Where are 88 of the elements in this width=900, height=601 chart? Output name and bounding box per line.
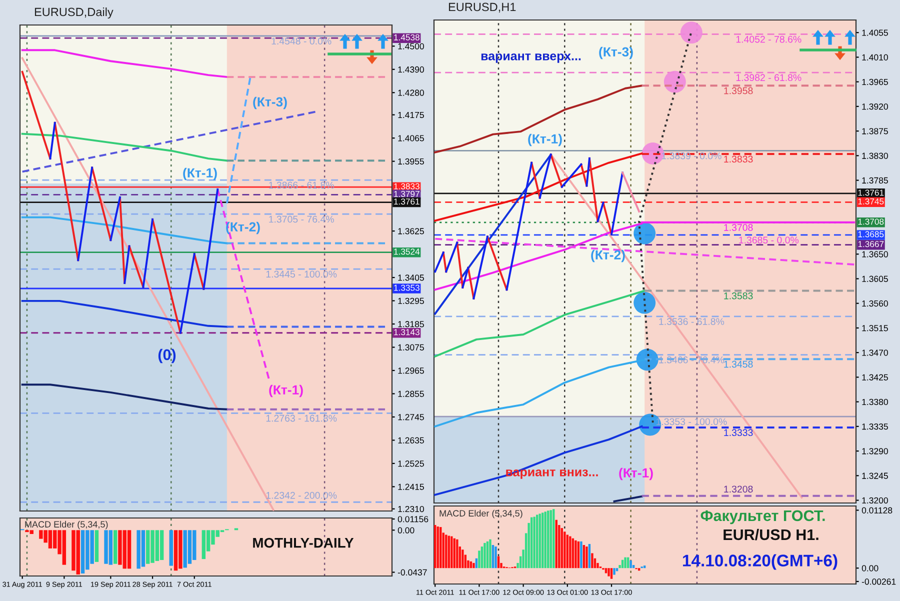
annotation: Факультет ГОСТ.	[700, 510, 825, 524]
y-tick-label: 1.3380	[862, 398, 888, 406]
y-tick-label: 0.01156	[398, 516, 428, 522]
annotation: 1.3445 - 100.0%	[266, 270, 337, 278]
y-tick-label: 1.4500	[398, 43, 424, 50]
y-tick-label: 1.2310	[398, 506, 424, 512]
ref-line-label: 1.3745	[858, 198, 884, 204]
ref-line-label: 1.3143	[394, 329, 420, 336]
ref-line-label: 1.3667	[858, 241, 884, 248]
y-tick-label: -0.0437	[398, 569, 427, 576]
y-tick-label: 1.3625	[398, 228, 424, 234]
y-tick-label: 1.2965	[398, 368, 424, 374]
y-tick-label: 1.3290	[862, 448, 888, 454]
annotation: 14.10.08:20(GMT+6)	[683, 554, 838, 570]
y-tick-label: 1.3560	[862, 300, 888, 307]
y-tick-label: 1.2855	[398, 390, 424, 397]
y-tick-label: 1.3245	[862, 472, 888, 479]
y-tick-label: 1.3920	[862, 103, 888, 110]
annotation: 1.3208	[724, 486, 753, 493]
ref-line-label: 1.4538	[394, 34, 420, 40]
y-tick-label: 1.3405	[398, 274, 424, 281]
annotation: (Кт-2)	[226, 222, 260, 234]
annotation: (Кт-3)	[253, 96, 287, 110]
annotation: 1.4052 - 78.6%	[736, 36, 802, 43]
y-tick-label: 1.2635	[398, 437, 424, 444]
annotation: (Кт-2)	[591, 250, 625, 262]
y-tick-label: 1.3785	[862, 177, 888, 184]
y-tick-label: -0.00261	[862, 578, 896, 585]
y-tick-label: 1.4175	[398, 112, 424, 118]
ref-line-label: 1.3708	[858, 218, 884, 225]
y-tick-label: 1.3425	[862, 374, 888, 380]
annotation: 1.3705 - 76.4%	[269, 216, 334, 223]
y-tick-label: 1.3185	[398, 321, 424, 328]
annotation: 1.3833	[724, 156, 753, 163]
annotation: вариант вверх...	[481, 53, 581, 63]
y-tick-label: 1.4055	[862, 30, 888, 36]
y-tick-label: 1.2415	[398, 484, 424, 490]
annotation: 1.4548 - 0.0%	[272, 38, 332, 45]
annotation: 1.2763 - 161.8%	[266, 414, 337, 422]
y-tick-label: 1.4010	[862, 54, 888, 60]
ref-line-label: 1.3685	[858, 231, 884, 238]
annotation: MOTHLY-DAILY	[253, 538, 354, 548]
ref-line-label: 1.3761	[394, 198, 420, 205]
annotation: EUR/USD H1.	[724, 528, 818, 540]
annotation: (Кт-1)	[183, 168, 217, 180]
y-tick-label: 1.2525	[398, 460, 424, 467]
y-tick-label: 1.4065	[398, 135, 424, 142]
y-tick-label: 1.3470	[862, 350, 888, 356]
ref-line-label: 1.3761	[858, 190, 884, 196]
y-tick-label: 1.3965	[862, 78, 888, 86]
annotation: 1.3536 - 61.8%	[659, 318, 724, 326]
y-tick-label: 1.3605	[862, 276, 888, 282]
y-tick-label: 1.3200	[862, 497, 888, 504]
annotation: (Кт-1)	[269, 384, 303, 398]
annotation: (Кт-1)	[528, 134, 562, 146]
annotation: 1.3685 - 0.0%	[739, 236, 799, 244]
chart-title: EURUSD,H1	[448, 2, 516, 13]
y-tick-label: 1.3650	[862, 251, 888, 258]
y-tick-label: 0.00	[398, 527, 414, 534]
y-tick-label: 1.4280	[398, 90, 424, 96]
y-tick-label: 1.3295	[398, 298, 424, 304]
y-tick-label: 1.3335	[862, 423, 888, 430]
annotation: 1.3708	[724, 224, 753, 231]
annotation: (Кт-3)	[599, 46, 633, 60]
annotation: (Кт-1)	[619, 468, 653, 480]
annotation: 1.3333	[724, 429, 753, 436]
annotation: 1.3583	[724, 292, 753, 300]
ref-line-label: 1.3833	[394, 183, 420, 190]
chart-title: EURUSD,Daily	[34, 8, 114, 18]
y-tick-label: 0.00	[862, 565, 878, 572]
ref-line-label: 1.3797	[394, 190, 420, 197]
chart-title: MACD Elder (5,34,5)	[25, 520, 108, 530]
ref-line-label: 1.3524	[394, 248, 420, 255]
annotation: 1.2342 - 200.0%	[266, 492, 337, 499]
chart-title: MACD Elder (5,34,5)	[440, 510, 522, 518]
annotation: 1.3982 - 61.8%	[736, 74, 802, 82]
annotation: 1.3458	[724, 360, 753, 368]
y-tick-label: 1.3830	[862, 152, 888, 159]
y-tick-label: 1.3075	[398, 344, 424, 350]
y-tick-label: 1.3875	[862, 128, 888, 134]
y-tick-label: 1.4390	[398, 66, 424, 73]
ref-line-label: 1.3353	[394, 284, 420, 291]
y-tick-label: 0.01128	[862, 507, 892, 514]
y-tick-label: 1.3515	[862, 325, 888, 332]
y-tick-label: 1.2745	[398, 414, 424, 420]
y-tick-label: 1.3955	[398, 158, 424, 165]
annotation: 1.3958	[724, 87, 753, 94]
annotation: (0)	[158, 348, 176, 364]
